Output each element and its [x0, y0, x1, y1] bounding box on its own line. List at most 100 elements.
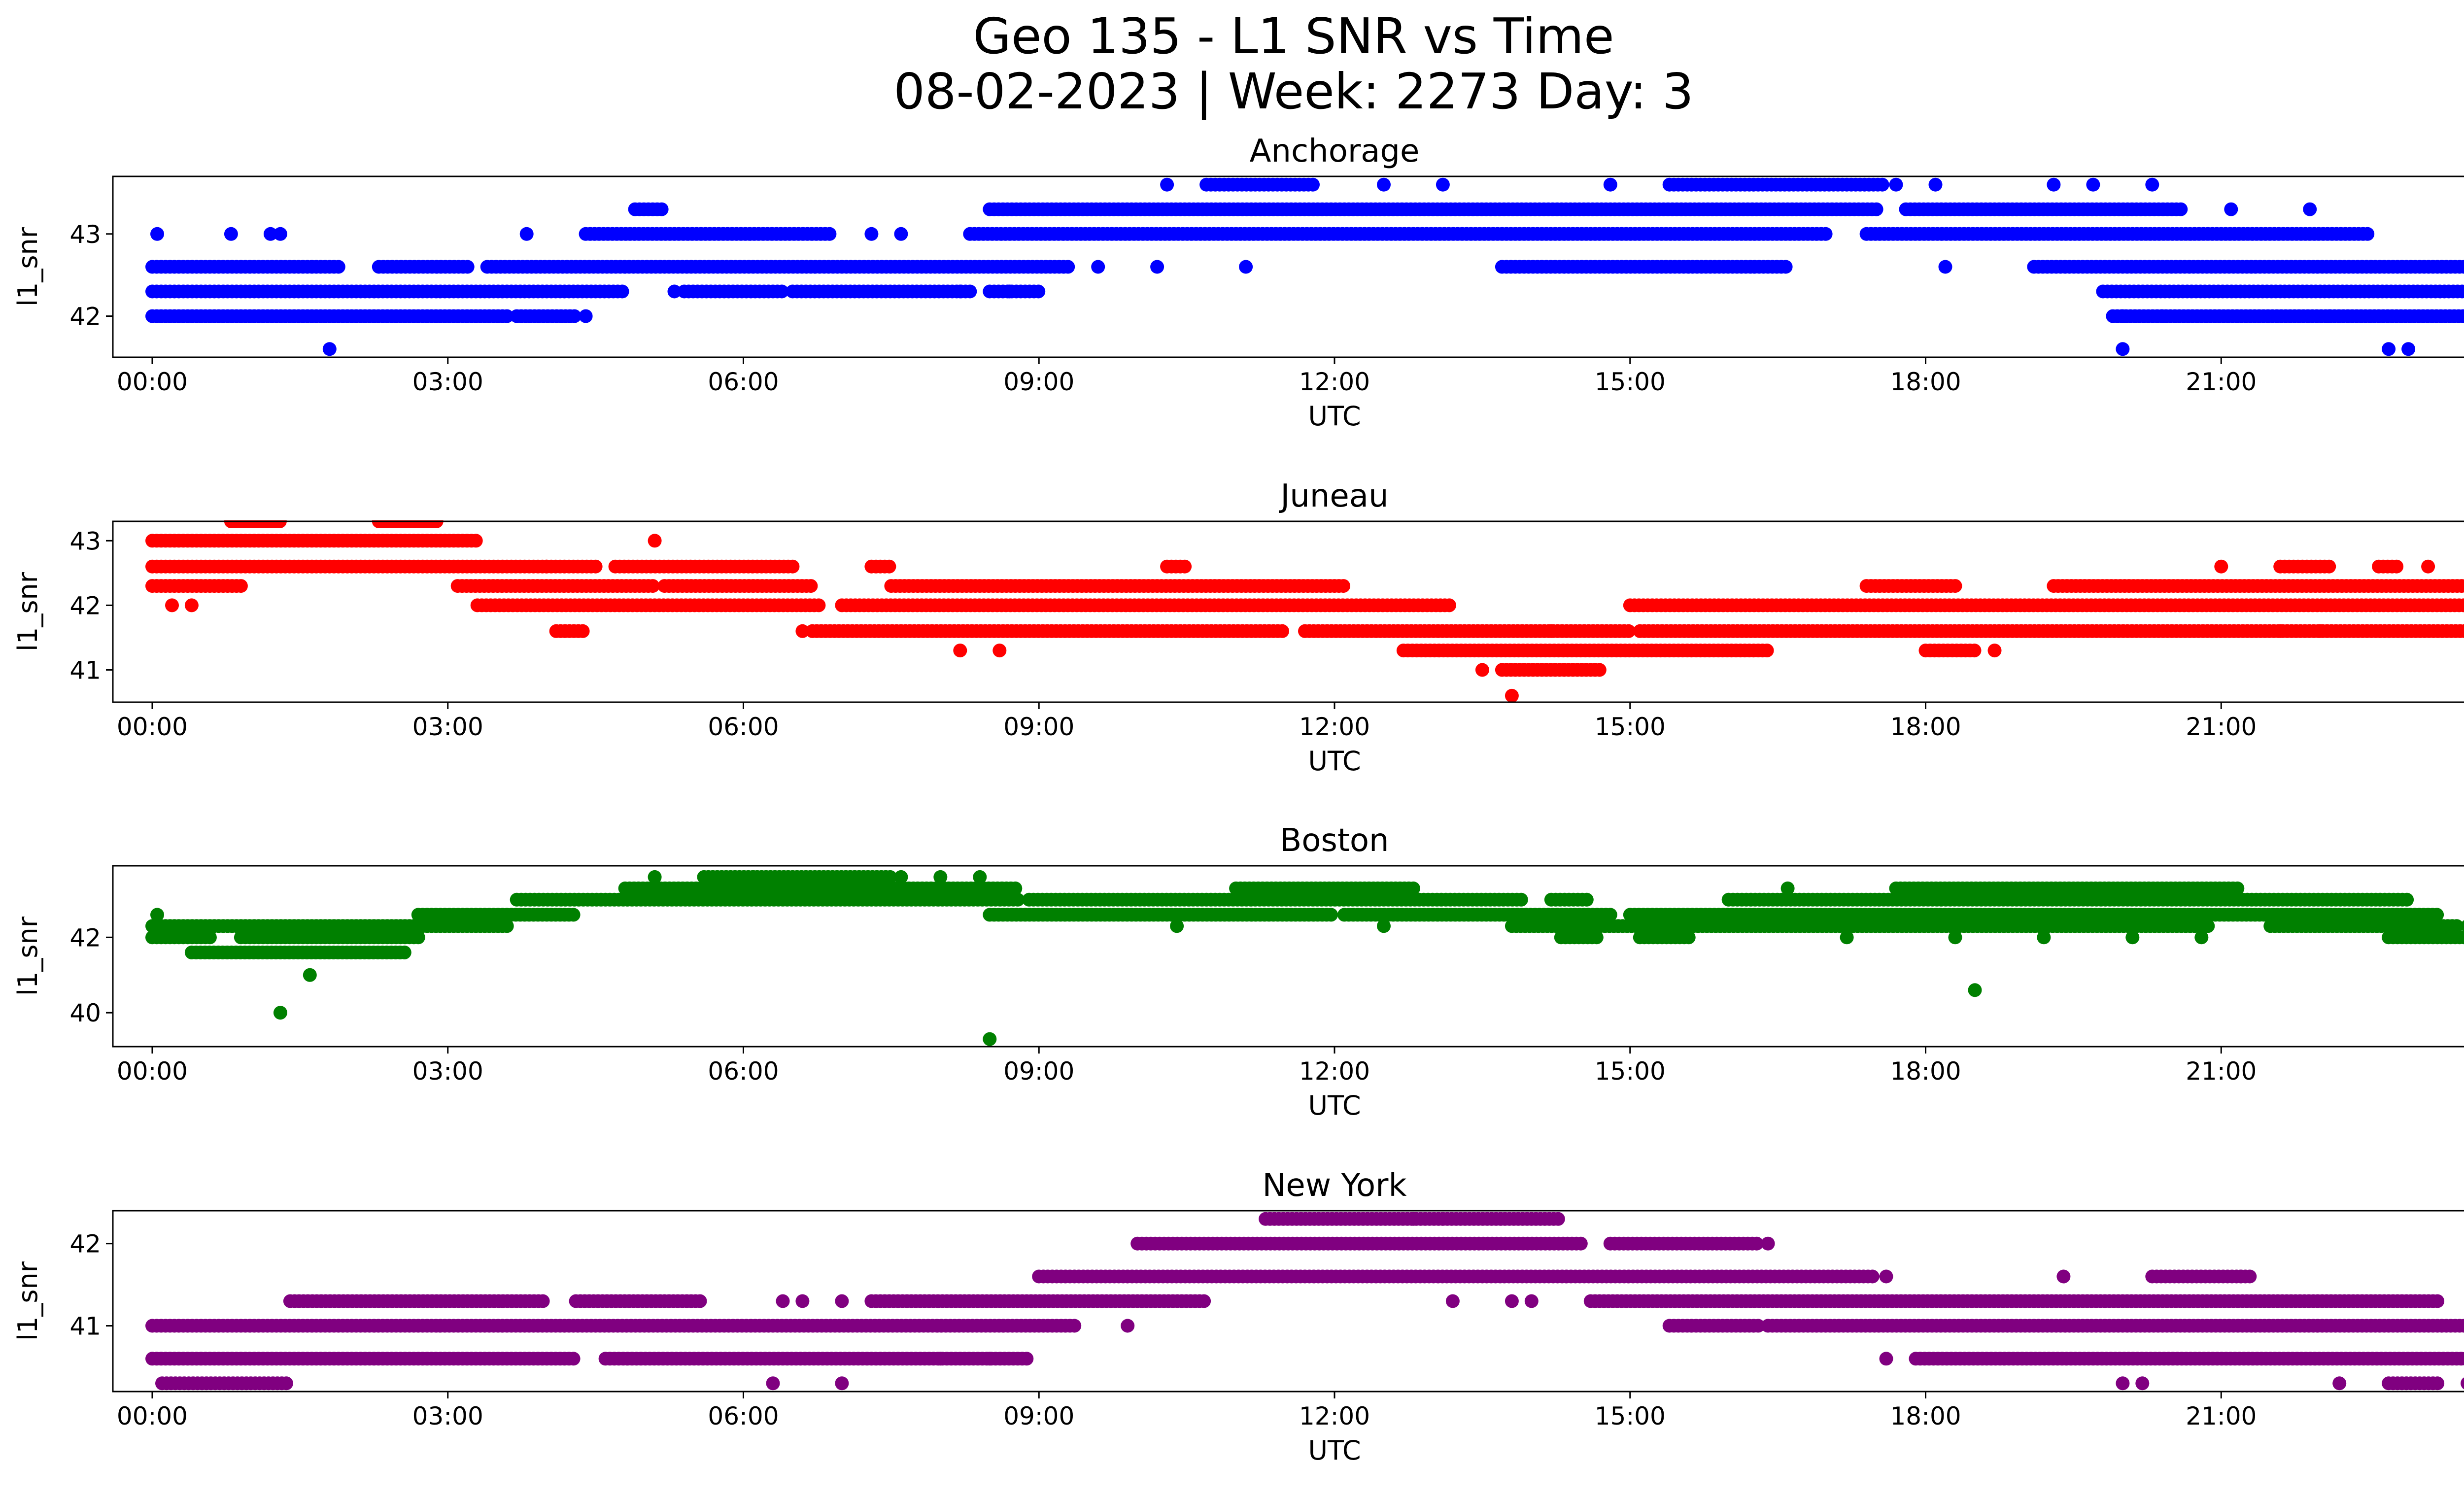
data-point: [1929, 178, 1943, 192]
data-point: [882, 560, 896, 574]
data-point: [1170, 919, 1184, 933]
data-point: [2125, 930, 2139, 944]
y-tick-label: 43: [69, 527, 101, 555]
data-point: [303, 968, 317, 982]
data-point: [1949, 579, 1962, 593]
data-point: [1604, 178, 1617, 192]
data-point: [2155, 309, 2169, 323]
data-point: [2145, 178, 2159, 192]
data-point: [1275, 624, 1289, 638]
x-tick-label: 18:00: [1890, 368, 1961, 396]
data-point: [973, 870, 987, 884]
data-point: [894, 227, 908, 241]
data-point: [1988, 644, 2002, 657]
data-point: [1031, 285, 1045, 299]
data-point: [1779, 260, 1793, 274]
figure-title-line1: Geo 135 - L1 SNR vs Time: [973, 7, 1614, 65]
x-tick-label: 03:00: [412, 713, 483, 741]
data-point: [165, 598, 179, 612]
data-point: [2086, 178, 2100, 192]
x-tick-label: 00:00: [117, 1057, 188, 1086]
y-tick-label: 42: [69, 591, 101, 620]
data-point: [1324, 908, 1338, 921]
data-point: [668, 285, 682, 299]
data-point: [1002, 285, 1016, 299]
data-point: [2194, 930, 2208, 944]
data-point: [2116, 309, 2129, 323]
x-tick-label: 09:00: [1003, 1057, 1074, 1086]
data-point: [2323, 309, 2336, 323]
x-tick-label: 06:00: [708, 1057, 779, 1086]
x-tick-label: 12:00: [1299, 1057, 1370, 1086]
data-point: [274, 227, 287, 241]
data-point: [648, 870, 662, 884]
data-point: [1876, 178, 1889, 192]
data-point: [1020, 1352, 1033, 1365]
data-point: [1840, 930, 1854, 944]
data-point: [795, 624, 809, 638]
data-point: [992, 644, 1006, 657]
x-tick-label: 00:00: [117, 368, 188, 396]
data-point: [1505, 689, 1519, 703]
data-point: [150, 908, 164, 921]
data-point: [1870, 203, 1883, 216]
data-point: [2361, 227, 2374, 241]
data-point: [332, 260, 345, 274]
data-point: [1091, 260, 1105, 274]
data-point: [2382, 342, 2396, 356]
data-point: [2303, 203, 2317, 216]
x-axis-label: UTC: [1308, 401, 1361, 432]
data-point: [786, 560, 799, 574]
x-tick-label: 15:00: [1595, 713, 1666, 741]
data-point: [185, 598, 199, 612]
data-point: [1968, 983, 1982, 997]
data-point: [398, 946, 411, 959]
data-point: [150, 227, 164, 241]
data-point: [1239, 260, 1253, 274]
data-point: [1436, 178, 1450, 192]
y-tick-label: 41: [69, 656, 101, 684]
data-point: [2116, 342, 2129, 356]
data-point: [567, 1352, 581, 1365]
data-point: [234, 579, 248, 593]
data-point: [1178, 560, 1192, 574]
data-point: [323, 342, 337, 356]
data-point: [1150, 260, 1164, 274]
data-point: [1580, 893, 1594, 907]
data-point: [1514, 893, 1528, 907]
x-tick-label: 18:00: [1890, 1057, 1961, 1086]
x-tick-label: 15:00: [1595, 368, 1666, 396]
data-point: [579, 309, 593, 323]
data-point: [1819, 227, 1833, 241]
y-axis-label: l1_snr: [12, 227, 43, 306]
y-tick-label: 42: [69, 923, 101, 952]
data-point: [1760, 644, 1774, 657]
y-tick-label: 43: [69, 220, 101, 249]
x-tick-label: 12:00: [1299, 713, 1370, 741]
data-point: [224, 227, 238, 241]
data-point: [747, 870, 760, 884]
data-point: [2421, 560, 2435, 574]
data-point: [953, 285, 967, 299]
data-point: [1593, 663, 1607, 677]
data-point: [953, 644, 967, 657]
data-point: [1377, 919, 1391, 933]
x-tick-label: 15:00: [1595, 1057, 1666, 1086]
x-tick-label: 18:00: [1890, 713, 1961, 741]
data-point: [1781, 882, 1795, 895]
data-point: [1544, 624, 1558, 638]
x-tick-label: 09:00: [1003, 713, 1074, 741]
data-point: [2313, 624, 2327, 638]
data-point: [1442, 598, 1456, 612]
data-point: [933, 870, 947, 884]
data-point: [2401, 342, 2415, 356]
data-point: [655, 203, 669, 216]
data-point: [1406, 882, 1420, 895]
y-axis-label: l1_snr: [12, 572, 43, 651]
data-point: [2047, 178, 2060, 192]
panel-title: Anchorage: [1250, 133, 1420, 170]
x-axis-label: UTC: [1308, 746, 1361, 777]
data-point: [1949, 930, 1962, 944]
panel-title: Juneau: [1278, 478, 1388, 514]
